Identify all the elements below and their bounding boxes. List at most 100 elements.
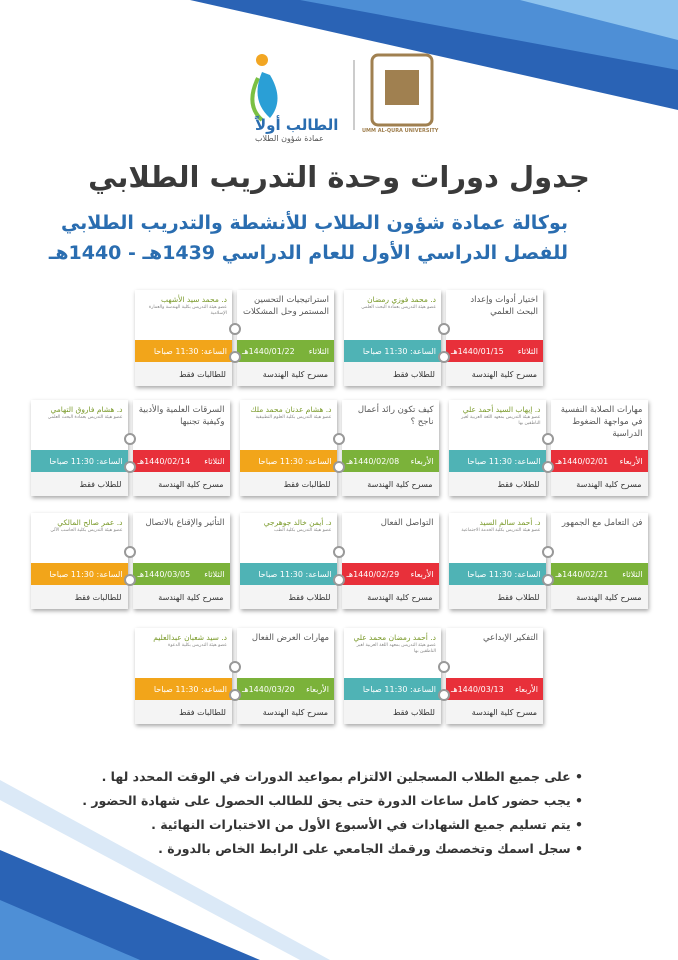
course-audience: للطلاب فقط (393, 707, 435, 717)
connector-ring (542, 461, 554, 473)
instructor-affiliation: عضو هيئة التدريس بعمادة البحث العلمي (47, 415, 123, 420)
connector-ring (124, 574, 136, 586)
connector-ring (437, 689, 450, 701)
date-band: الأربعاء 1440/03/13هـ (446, 678, 543, 700)
course-venue: مسرح كلية الهندسة (576, 479, 642, 489)
course-audience: للطلاب فقط (393, 369, 435, 379)
course-date: 1440/02/08هـ (346, 456, 400, 466)
course-date: 1440/03/05هـ (137, 569, 191, 579)
instructor-affiliation: عضو هيئة التدريس بكلية الطب (274, 528, 332, 533)
course-title: كيف تكون رائد أعمال ناجح ؟ (357, 405, 434, 427)
instructor-card: د. محمد فوزي رمضان عضو هيئة التدريس بعماد… (344, 290, 441, 386)
note: يتم تسليم جميع الشهادات في الأسبوع الأول… (23, 813, 583, 837)
course-venue: مسرح كلية الهندسة (158, 592, 224, 602)
course-venue: مسرح كلية الهندسة (367, 592, 433, 602)
course-card: مهارات العرض الفعال الأربعاء 1440/03/20هـ م… (237, 628, 334, 724)
course-time: الساعة: 11:30 صباحا (467, 456, 541, 466)
course-venue: مسرح كلية الهندسة (158, 479, 224, 489)
course-time: الساعة: 11:30 صباحا (258, 569, 332, 579)
instructor-affiliation: عضو هيئة التدريس بعمادة البحث العلمي (361, 305, 436, 310)
instructor-card: د. أحمد رمضان محمد علي عضو هيئة التدريس ب… (344, 628, 441, 724)
course-card: التأثير والإقناع بالاتصال الثلاثاء 1440/03… (132, 513, 230, 609)
instructor-card: د. أحمد سالم السيد عضو هيئة التدريس بكلية… (448, 513, 546, 609)
course-day: الثلاثاء (622, 569, 643, 579)
course-date: 1440/01/15هـ (451, 346, 504, 356)
instructor-card: د. هشام عدنان محمد ملك عضو هيئة التدريس ب… (239, 400, 337, 496)
course-day: الأربعاء (306, 684, 329, 694)
date-band: الثلاثاء 1440/01/22هـ (237, 340, 334, 362)
notes: على جميع الطلاب المسجلين الالتزام بمواعي… (23, 765, 583, 861)
time-band: الساعة: 11:30 صباحا (239, 563, 337, 585)
course-time: الساعة: 11:30 صباحا (362, 346, 436, 356)
instructor-affiliation: عضو هيئة التدريس بمعهد اللغة العربية لغي… (461, 415, 541, 426)
connector-ring (124, 461, 136, 473)
subtitle: للفصل الدراسي الأول للعام الدراسي 1439هـ… (48, 242, 568, 264)
time-band: الساعة: 11:30 صباحا (448, 563, 546, 585)
course-audience: للطلاب فقط (497, 479, 540, 489)
instructor-affiliation: عضو هيئة التدريس بكلية الهندسة والعمارة … (148, 305, 227, 316)
course-venue: مسرح كلية الهندسة (367, 479, 433, 489)
connector-ring (542, 433, 554, 445)
connector-ring (228, 323, 241, 335)
course-card: استراتيجيات التحسين المستمر وحل المشكلات… (237, 290, 334, 386)
instructor-card: د. عمر صالح المالكي عضو هيئة التدريس بكلي… (30, 513, 128, 609)
connector-ring (542, 574, 554, 586)
course-audience: للطلاب فقط (79, 479, 122, 489)
time-band: الساعة: 11:30 صباحا (239, 450, 337, 472)
course-card: السرقات العلمية والأدبية وكيفية تجنبها ال… (132, 400, 230, 496)
course-audience: للطالبات فقط (283, 479, 331, 489)
instructor-card: د. إيهاب السيد أحمد علي عضو هيئة التدريس … (448, 400, 546, 496)
course-time: الساعة: 11:30 صباحا (153, 346, 227, 356)
card-top: د. أيمن خالد جوهرجي عضو هيئة التدريس بكلي… (239, 513, 337, 563)
card-top: فن التعامل مع الجمهور (550, 513, 648, 563)
time-band: الساعة: 11:30 صباحا (448, 450, 546, 472)
course-day: الثلاثاء (517, 346, 538, 356)
connector-ring (228, 661, 241, 673)
instructor-name: د. أحمد رمضان محمد علي (353, 633, 436, 642)
course-time: الساعة: 11:30 صباحا (467, 569, 541, 579)
course-card: التفكير الإبداعي الأربعاء 1440/03/13هـ مسرح… (446, 628, 543, 724)
instructor-card: د. سيد شعبان عبدالعليم عضو هيئة التدريس ب… (135, 628, 232, 724)
course-title: اختيار أدوات وإعداد البحث العلمي (470, 295, 538, 317)
instructor-name: د. عمر صالح المالكي (57, 518, 123, 527)
connector-ring (124, 433, 136, 445)
card-top: مهارات الصلابة النفسية في مواجهة الضغوط … (550, 400, 648, 450)
course-date: 1440/02/29هـ (346, 569, 400, 579)
course-day: الثلاثاء (204, 456, 225, 466)
instructor-name: د. سيد شعبان عبدالعليم (153, 633, 227, 642)
date-band: الأربعاء 1440/03/20هـ (237, 678, 334, 700)
course-day: الأربعاء (515, 684, 538, 694)
card-top: د. هشام عدنان محمد ملك عضو هيئة التدريس ب… (239, 400, 337, 450)
course-audience: للطلاب فقط (288, 592, 331, 602)
course-venue: مسرح كلية الهندسة (471, 369, 537, 379)
course-venue: مسرح كلية الهندسة (576, 592, 642, 602)
card-top: د. سيد شعبان عبدالعليم عضو هيئة التدريس ب… (135, 628, 232, 678)
instructor-affiliation: عضو هيئة التدريس بكلية الدعوة (168, 643, 227, 648)
time-band: الساعة: 11:30 صباحا (344, 678, 441, 700)
instructor-affiliation: عضو هيئة التدريس بكلية الحاسب الآلي (50, 528, 123, 533)
card-top: التفكير الإبداعي (446, 628, 543, 678)
connector-ring (333, 433, 345, 445)
instructor-name: د. أحمد سالم السيد (479, 518, 541, 527)
course-title: التأثير والإقناع بالاتصال (145, 518, 225, 528)
course-audience: للطلاب فقط (497, 592, 540, 602)
instructor-card: د. أيمن خالد جوهرجي عضو هيئة التدريس بكلي… (239, 513, 337, 609)
card-top: د. محمد فوزي رمضان عضو هيئة التدريس بعماد… (344, 290, 441, 340)
course-card: فن التعامل مع الجمهور الثلاثاء 1440/02/21ه… (550, 513, 648, 609)
instructor-name: د. إيهاب السيد أحمد علي (462, 405, 541, 414)
connector-ring (124, 546, 136, 558)
time-band: الساعة: 11:30 صباحا (344, 340, 441, 362)
course-date: 1440/02/14هـ (137, 456, 191, 466)
card-top: التأثير والإقناع بالاتصال (132, 513, 230, 563)
card-top: د. محمد سيد الأشهب عضو هيئة التدريس بكلية… (135, 290, 232, 340)
course-card: التواصل الفعال الأربعاء 1440/02/29هـ مسرح ك… (341, 513, 439, 609)
instructor-name: د. هشام عدنان محمد ملك (250, 405, 332, 414)
connector-ring (333, 461, 345, 473)
connector-ring (333, 546, 345, 558)
course-time: الساعة: 11:30 صباحا (153, 684, 227, 694)
instructor-name: د. محمد فوزي رمضان (367, 295, 436, 304)
course-date: 1440/01/22هـ (242, 346, 295, 356)
logo-subtext: عمادة شؤون الطلاب (255, 134, 324, 143)
date-band: الأربعاء 1440/02/01هـ (550, 450, 648, 472)
time-band: الساعة: 11:30 صباحا (30, 563, 128, 585)
